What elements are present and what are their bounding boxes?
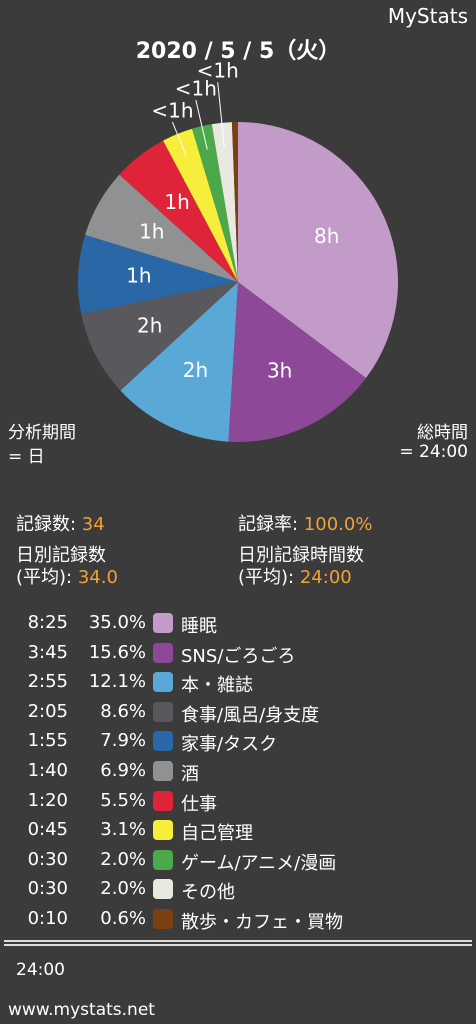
pie-slice xyxy=(78,234,238,314)
legend-name: SNS/ごろごろ xyxy=(181,645,296,667)
legend-swatch xyxy=(153,820,173,841)
pie-slice xyxy=(211,122,238,282)
row-time: 0:45 xyxy=(27,819,68,841)
total-label: 総時間 xyxy=(417,423,468,443)
slice-label: 2h xyxy=(137,314,162,338)
row-percent: 35.0% xyxy=(88,612,146,633)
period-value: = 日 xyxy=(8,447,45,467)
row-percent: 2.0% xyxy=(100,878,146,900)
legend-swatch xyxy=(153,790,173,811)
row-time: 0:30 xyxy=(27,878,68,900)
slice-label: 1h xyxy=(164,190,189,214)
slice-label: 3h xyxy=(267,359,292,383)
row-percent: 6.9% xyxy=(100,760,146,781)
pie-slice xyxy=(120,282,238,442)
row-time: 1:55 xyxy=(27,730,68,752)
row-percent: 0.6% xyxy=(100,908,146,929)
stat-value: 24:00 xyxy=(299,567,352,588)
legend-name: その他 xyxy=(181,882,235,904)
legend-swatch xyxy=(153,642,173,663)
slice-label: <1h xyxy=(175,77,217,101)
legend-name: 仕事 xyxy=(181,793,217,815)
legend-name: 本・雑誌 xyxy=(181,675,253,697)
row-time: 2:55 xyxy=(27,671,68,693)
slice-label: <1h xyxy=(197,59,239,83)
row-time: 8:25 xyxy=(27,612,68,633)
row-percent: 7.9% xyxy=(100,730,146,752)
row-percent: 2.0% xyxy=(100,848,146,870)
slice-label: 1h xyxy=(139,219,164,243)
legend-name: 睡眠 xyxy=(181,616,217,637)
label-leader xyxy=(217,82,225,147)
legend-swatch xyxy=(153,849,173,870)
stat-label: (平均): xyxy=(238,567,300,588)
pie-slice xyxy=(228,282,366,443)
legend-name: 食事/風呂/身支度 xyxy=(181,704,320,726)
row-percent: 12.1% xyxy=(88,671,146,693)
label-leader xyxy=(195,99,208,150)
slice-label: 2h xyxy=(183,358,208,382)
stat-label: 記録率: xyxy=(238,514,304,535)
legend-swatch xyxy=(153,879,173,900)
stat-value: 34 xyxy=(81,514,105,535)
legend-name: 自己管理 xyxy=(181,823,253,845)
app-title: MyStats xyxy=(387,4,468,28)
stat-value: 100.0% xyxy=(303,514,373,535)
legend-name: ゲーム/アニメ/漫画 xyxy=(181,852,337,874)
divider xyxy=(4,940,472,946)
total-value: = 24:00 xyxy=(399,442,468,462)
legend-swatch xyxy=(153,701,173,722)
label-leader xyxy=(171,121,187,157)
row-percent: 15.6% xyxy=(88,641,146,663)
legend-swatch xyxy=(153,672,173,693)
pie-slice xyxy=(231,122,238,282)
legend-swatch xyxy=(153,731,173,752)
row-percent: 5.5% xyxy=(100,789,146,811)
pie-slice xyxy=(81,282,239,391)
stat-value: 34.0 xyxy=(77,567,118,588)
legend-name: 散歩・カフェ・買物 xyxy=(181,912,343,933)
footer: www.mystats.net xyxy=(8,1000,155,1020)
legend-name: 酒 xyxy=(181,764,199,785)
stat-label: (平均): xyxy=(16,567,78,588)
row-time: 0:30 xyxy=(27,848,68,870)
stat-label: 記録数: xyxy=(16,514,82,535)
row-percent: 8.6% xyxy=(100,700,146,722)
stat-label: 日別記録数 xyxy=(16,545,106,566)
row-time: 1:20 xyxy=(27,789,68,811)
slice-label: <1h xyxy=(151,99,193,123)
row-time: 1:40 xyxy=(27,760,68,781)
row-percent: 3.1% xyxy=(100,819,146,841)
row-time: 0:10 xyxy=(27,908,68,929)
legend-name: 家事/タスク xyxy=(181,734,278,756)
chart-title: 2020 / 5 / 5（火） xyxy=(135,39,341,64)
table-total: 24:00 xyxy=(16,960,65,980)
pie-slice xyxy=(85,174,239,282)
row-time: 3:45 xyxy=(27,641,68,663)
period-label: 分析期間 xyxy=(8,423,76,443)
row-time: 2:05 xyxy=(27,700,68,722)
legend-swatch xyxy=(153,909,173,929)
legend-swatch xyxy=(153,761,173,781)
slice-label: 8h xyxy=(314,224,339,248)
legend-swatch xyxy=(153,613,173,633)
pie-slice xyxy=(192,124,238,282)
pie-slice xyxy=(163,128,238,282)
pie-slice xyxy=(119,140,238,282)
stat-label: 日別記録時間数 xyxy=(238,545,364,566)
slice-label: 1h xyxy=(126,264,151,288)
pie-slice xyxy=(238,122,399,379)
